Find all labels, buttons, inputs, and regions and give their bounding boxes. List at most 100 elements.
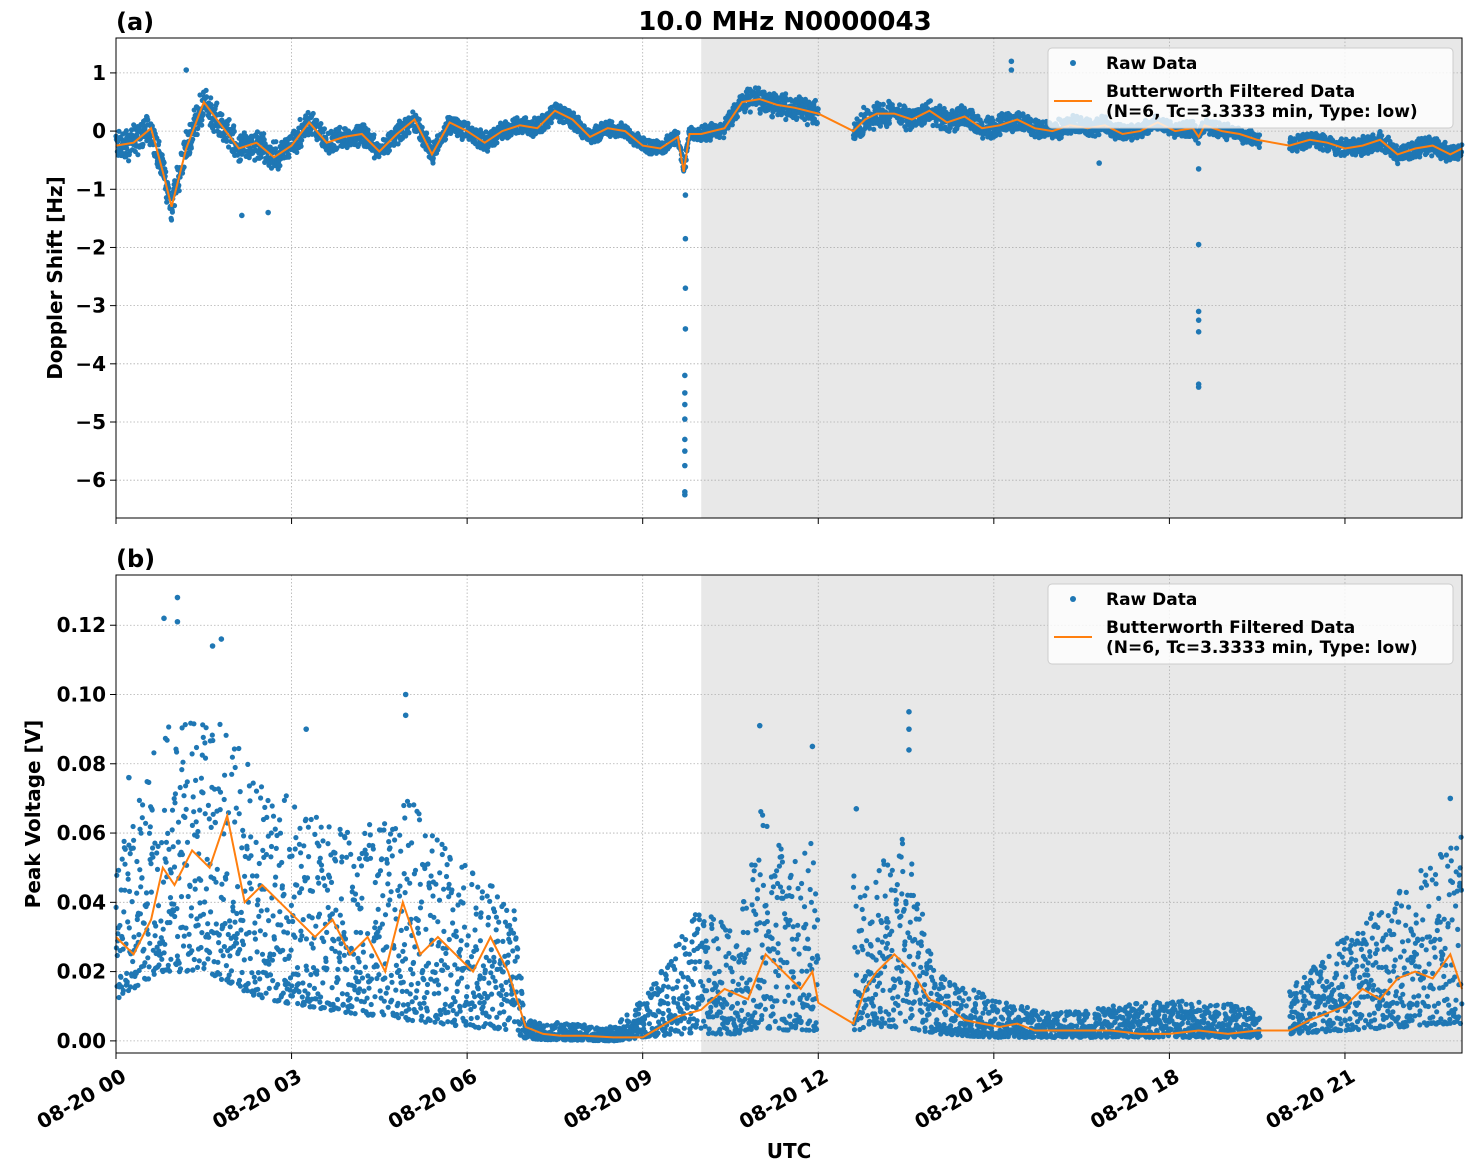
panel-a-raw-point	[880, 101, 886, 107]
panel-a-raw-point	[783, 91, 789, 97]
panel-b-raw-point	[292, 934, 298, 940]
panel-b-raw-point	[146, 964, 152, 970]
panel-b-raw-point	[324, 929, 330, 936]
panel-b-raw-point	[289, 993, 295, 999]
panel-a-raw-point	[442, 136, 449, 142]
panel-b-raw-point	[367, 832, 373, 838]
panel-b-raw-point	[372, 994, 378, 1000]
panel-b-raw-point	[308, 972, 314, 978]
panel-b-raw-point	[124, 970, 130, 977]
panel-a-raw-point	[145, 117, 151, 123]
panel-b-raw-point	[253, 839, 259, 846]
panel-b-raw-point	[335, 976, 341, 983]
panel-b-raw-point	[138, 884, 144, 890]
panel-b-raw-point	[202, 740, 208, 746]
panel-b-raw-point	[120, 987, 126, 994]
panel-b-raw-point	[205, 921, 211, 927]
panel-b-raw-point	[124, 979, 130, 985]
panel-b-raw-point	[368, 1001, 374, 1008]
panel-b-raw-point	[314, 968, 320, 974]
panel-b-raw-point	[161, 950, 167, 956]
panel-b-raw-point	[332, 850, 338, 856]
panel-b-raw-point	[242, 873, 248, 879]
panel-a-ytick-label: 0	[92, 119, 106, 143]
panel-a-raw-point	[309, 131, 315, 137]
panel-a-raw-point	[194, 131, 200, 138]
panel-b-raw-point	[362, 830, 368, 837]
panel-b-raw-point	[328, 879, 335, 886]
panel-b-raw-point	[297, 825, 303, 831]
panel-b-raw-point	[365, 931, 371, 937]
panel-a-raw-point	[747, 109, 753, 115]
panel-b-raw-point	[309, 888, 316, 894]
panel-b-raw-point	[204, 856, 210, 862]
panel-b-raw-point	[367, 822, 373, 828]
panel-a-raw-point	[783, 116, 789, 123]
panel-b-raw-point	[251, 974, 257, 980]
panel-b-raw-point	[398, 927, 404, 934]
panel-a-raw-outlier	[682, 489, 688, 495]
panel-b-raw-point	[203, 725, 209, 731]
panel-b-raw-point	[239, 969, 245, 976]
panel-b-raw-point	[323, 958, 329, 965]
panel-b-raw-point	[178, 894, 185, 900]
panel-a-raw-point	[298, 143, 304, 149]
panel-b-raw-point	[145, 955, 151, 961]
panel-b-raw-point	[295, 1000, 301, 1007]
panel-b-raw-point	[153, 923, 159, 929]
panel-b-raw-point	[335, 1006, 342, 1012]
panel-a-raw-point	[609, 119, 615, 125]
panel-b-raw-point	[190, 967, 196, 973]
panel-b-raw-point	[167, 919, 173, 926]
panel-b-raw-point	[387, 845, 393, 851]
panel-b-raw-point	[189, 948, 195, 954]
panel-b-raw-point	[167, 895, 174, 901]
panel-b-raw-point	[305, 991, 311, 997]
panel-b-raw-point	[239, 845, 245, 851]
panel-b-raw-point	[286, 846, 293, 853]
panel-b-raw-point	[245, 761, 251, 768]
panel-b-raw-point	[257, 976, 263, 982]
panel-b-raw-point	[147, 824, 153, 830]
panel-a-ytick-label: −4	[75, 352, 106, 376]
panel-a-raw-point	[426, 138, 432, 145]
panel-b-raw-point	[222, 920, 228, 927]
panel-b-raw-point	[294, 882, 300, 888]
panel-b-raw-point	[206, 816, 212, 822]
panel-a-raw-point	[203, 87, 209, 93]
panel-a-legend-raw-label: Raw Data	[1106, 54, 1197, 74]
panel-b-raw-point	[141, 920, 147, 926]
panel-b-raw-point	[197, 900, 203, 906]
panel-a-raw-point	[897, 102, 903, 108]
panel-a-raw-outlier	[682, 436, 688, 443]
panel-b-raw-point	[333, 858, 339, 864]
panel-a-raw-point	[1195, 140, 1201, 146]
panel-b-raw-point	[154, 850, 160, 856]
panel-b-raw-point	[227, 924, 233, 930]
panel-b-raw-point	[207, 950, 213, 956]
panel-b-raw-point	[320, 980, 326, 986]
panel-b-raw-point	[195, 828, 201, 835]
panel-b-raw-point	[352, 891, 359, 897]
panel-b-raw-point	[262, 932, 268, 938]
panel-b-raw-point	[170, 844, 176, 850]
panel-b-raw-point	[320, 838, 326, 844]
panel-a-raw-point	[419, 124, 425, 130]
panel-b-raw-point	[186, 943, 192, 949]
panel-b-raw-point	[311, 1004, 317, 1010]
panel-b-raw-point	[370, 846, 376, 852]
panel-a-raw-point	[140, 141, 146, 147]
panel-a-raw-point	[734, 114, 741, 120]
panel-b-raw-point	[304, 967, 310, 973]
panel-a-raw-point	[1338, 136, 1345, 142]
panel-b-raw-point	[325, 841, 331, 847]
figure-title: 10.0 MHz N0000043	[638, 7, 931, 37]
panel-a-raw-point	[395, 141, 401, 147]
panel-a-raw-point	[1379, 133, 1385, 139]
panel-b-raw-point	[387, 831, 394, 837]
panel-b-raw-point	[268, 830, 274, 836]
panel-b-raw-point	[303, 936, 309, 942]
panel-b-raw-point	[300, 917, 306, 923]
panel-b-raw-point	[281, 797, 287, 804]
